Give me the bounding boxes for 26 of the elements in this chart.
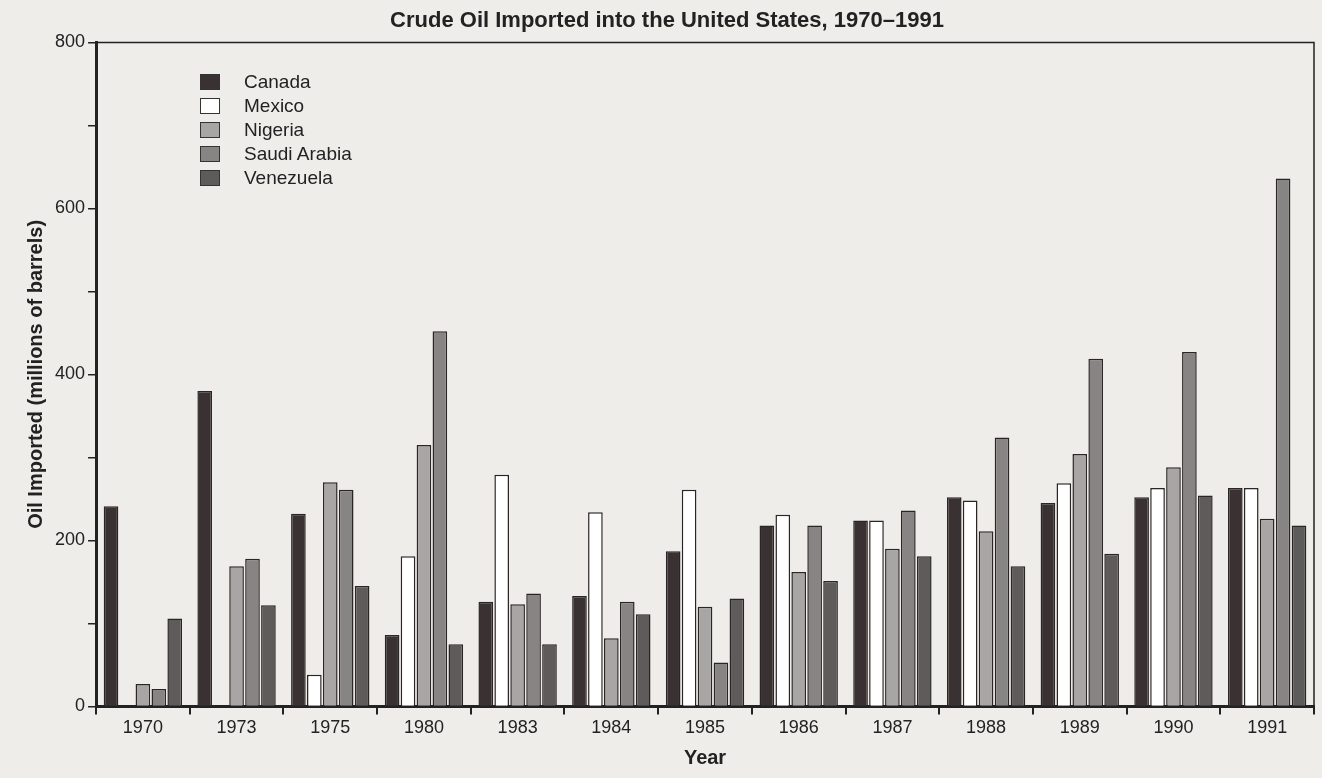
y-tick-label: 0 — [75, 695, 86, 716]
x-tick-label: 1990 — [1153, 717, 1194, 738]
y-axis-title: Oil Imported (millions of barrels) — [23, 219, 46, 529]
x-tick-label: 1980 — [403, 717, 444, 738]
x-tick-label: 1988 — [966, 717, 1007, 738]
x-axis-title: Year — [683, 745, 727, 768]
y-tick-label: 200 — [54, 529, 86, 550]
x-tick-label: 1973 — [216, 717, 257, 738]
y-tick-label: 800 — [54, 31, 86, 52]
x-tick-label: 1987 — [872, 717, 913, 738]
x-tick-label: 1989 — [1059, 717, 1100, 738]
x-tick-label: 1975 — [310, 717, 351, 738]
x-tick-label: 1985 — [684, 717, 726, 738]
legend-label: Venezuela — [244, 166, 333, 190]
x-tick-label: 1986 — [778, 717, 819, 738]
legend-label: Mexico — [244, 94, 305, 118]
chart-title: Crude Oil Imported into the United States, 1970–1991 — [390, 7, 944, 33]
x-tick-label: 1984 — [591, 717, 632, 738]
y-tick-label: 400 — [54, 363, 86, 384]
y-tick-label: 600 — [54, 197, 86, 218]
x-tick-label: 1983 — [497, 717, 538, 738]
legend-label: Saudi Arabia — [244, 142, 352, 166]
legend-label: Canada — [244, 70, 311, 94]
x-tick-label: 1991 — [1247, 717, 1288, 738]
legend-label: Nigeria — [244, 118, 305, 142]
x-tick-label: 1970 — [122, 717, 163, 738]
